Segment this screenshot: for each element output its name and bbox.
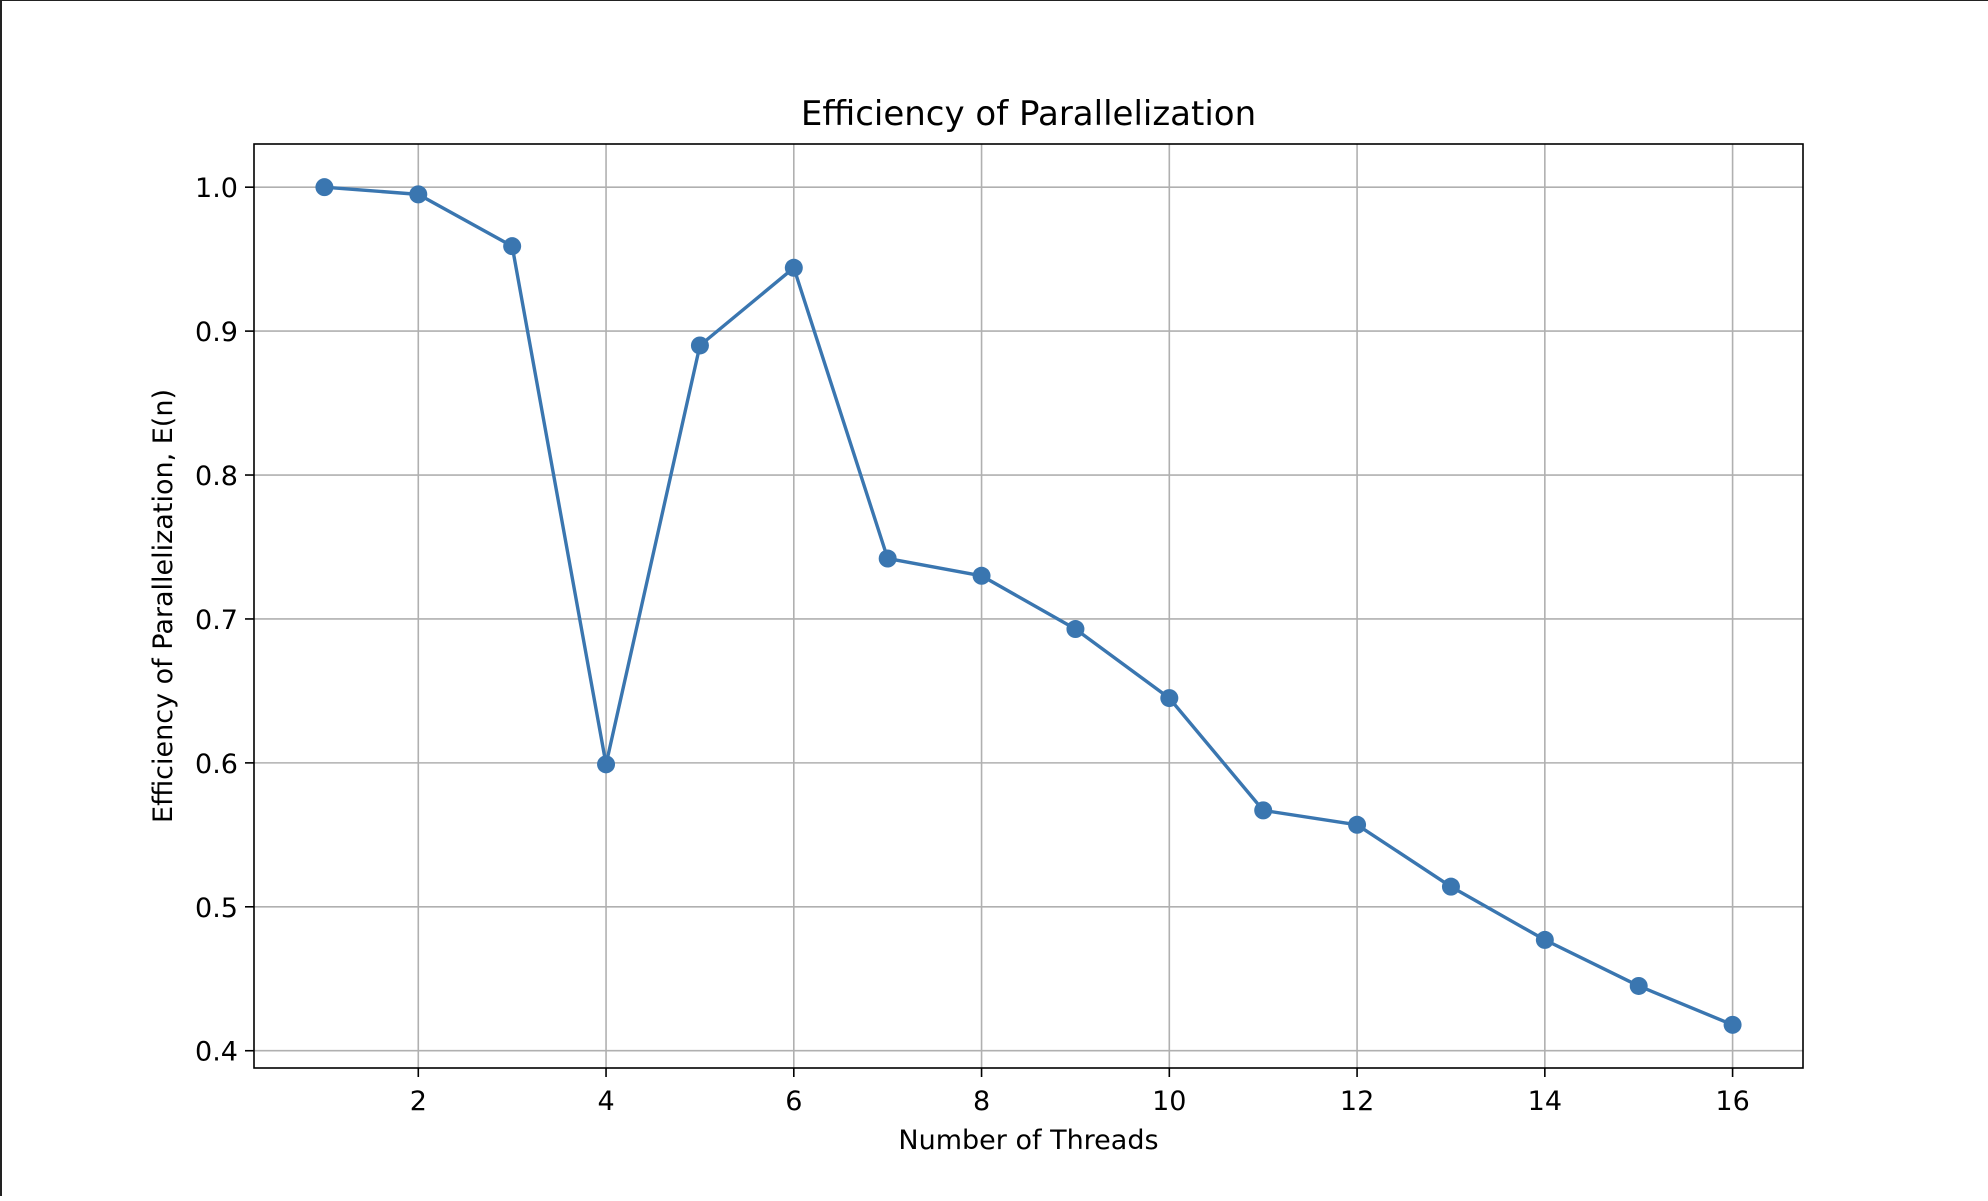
y-axis-ticks: 0.4 0.5 0.6 0.7 0.8 0.9 1.0 (195, 173, 254, 1068)
data-point (1348, 815, 1367, 834)
y-tick-label: 0.4 (195, 1037, 238, 1068)
data-point (1160, 689, 1179, 708)
data-point (1441, 877, 1460, 896)
data-point (690, 336, 709, 355)
y-tick-label: 0.5 (195, 893, 238, 924)
data-point (409, 185, 428, 204)
data-point (1723, 1015, 1742, 1034)
y-tick-label: 0.7 (195, 605, 238, 636)
x-tick-label: 6 (785, 1086, 802, 1117)
series-line (324, 185, 1734, 1027)
y-tick-label: 1.0 (195, 173, 238, 204)
data-point (1535, 930, 1554, 949)
data-point (597, 755, 616, 774)
y-tick-label: 0.8 (195, 461, 238, 492)
x-tick-label: 12 (1340, 1086, 1374, 1117)
plot-area (253, 143, 1804, 1069)
data-point (1066, 620, 1085, 639)
data-point (1629, 976, 1648, 995)
y-tick-label: 0.9 (195, 317, 238, 348)
data-point (878, 549, 897, 568)
data-point (784, 258, 803, 277)
data-point (972, 566, 991, 585)
data-point (1254, 801, 1273, 820)
chart-title: Efficiency of Parallelization (801, 94, 1256, 134)
x-tick-label: 8 (973, 1086, 990, 1117)
grid (254, 144, 1803, 1068)
x-tick-label: 10 (1152, 1086, 1186, 1117)
x-tick-label: 2 (410, 1086, 427, 1117)
data-point (503, 237, 522, 256)
x-tick-label: 14 (1528, 1086, 1562, 1117)
x-tick-label: 4 (597, 1086, 614, 1117)
y-tick-label: 0.6 (195, 749, 238, 780)
y-axis-label: Efficiency of Parallelization, E(n) (148, 389, 179, 823)
x-axis-label: Number of Threads (898, 1125, 1158, 1156)
x-tick-label: 16 (1715, 1086, 1749, 1117)
x-axis-ticks: 2 4 6 8 10 12 14 16 (410, 1068, 1750, 1117)
series-group (315, 178, 1742, 1034)
data-point (315, 178, 334, 197)
